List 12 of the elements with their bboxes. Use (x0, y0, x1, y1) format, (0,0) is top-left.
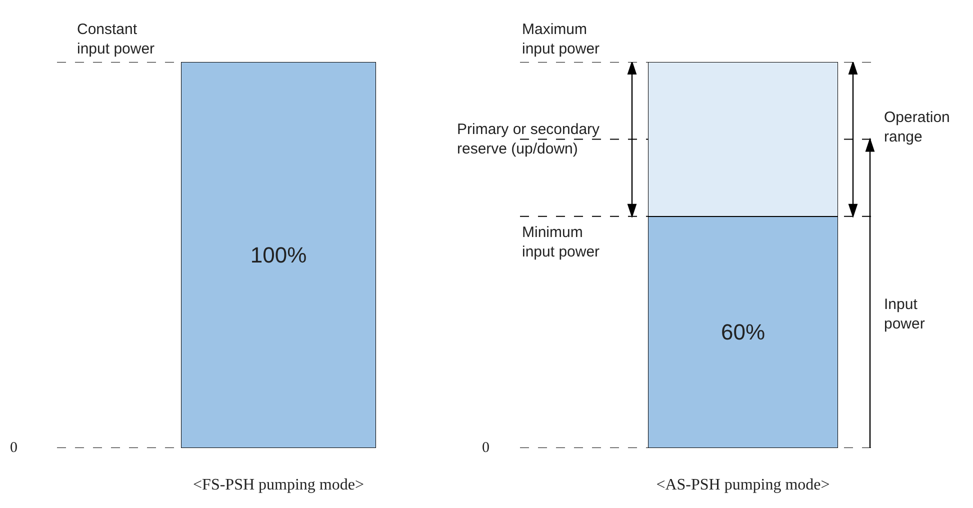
data-label: 100% (250, 242, 307, 268)
text: 0 (10, 440, 18, 456)
ref-line-label: Constant input power (77, 21, 155, 58)
x-axis-title: <FS-PSH pumping mode> (193, 476, 364, 494)
data-label: 60% (720, 320, 766, 345)
annotation: Primary or secondary reserve (up/down) (457, 121, 600, 158)
text: Operation range (884, 109, 950, 146)
text: 0 (482, 440, 490, 456)
ref-line-label: Minimum input power (522, 224, 600, 260)
ref-line-label: Maximum input power (522, 21, 600, 58)
x-axis-title: <AS-PSH pumping mode> (656, 476, 830, 494)
text: Input power (884, 296, 925, 332)
